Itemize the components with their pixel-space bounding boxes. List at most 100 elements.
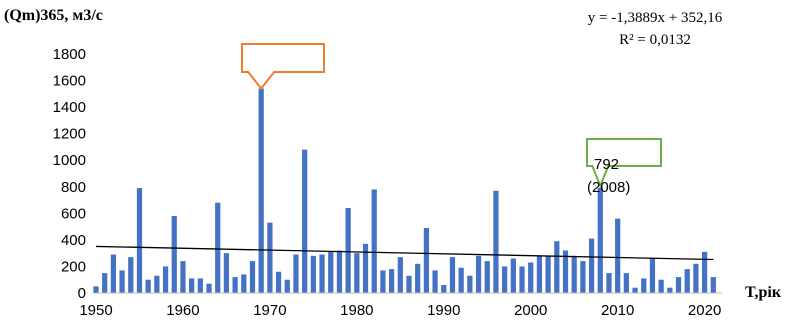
- bar: [389, 269, 395, 293]
- y-tick-label: 1800: [53, 46, 86, 63]
- trendline: [95, 245, 714, 261]
- bar: [493, 190, 499, 293]
- bar: [284, 279, 290, 293]
- trendline-layer: [95, 245, 714, 261]
- bar: [197, 278, 203, 293]
- x-tick-label: 1960: [166, 302, 199, 319]
- callout-box-2008: [586, 138, 662, 189]
- x-tick-label: 1970: [253, 302, 286, 319]
- bar: [232, 277, 238, 293]
- bar: [632, 287, 638, 293]
- bar: [449, 257, 456, 293]
- bars: [93, 88, 716, 294]
- bar: [675, 277, 682, 293]
- callout-value-2008: 792: [594, 156, 619, 173]
- callout-year-2008: (2008): [587, 179, 630, 196]
- bar: [171, 215, 177, 293]
- bar: [380, 270, 386, 293]
- bar: [336, 250, 343, 293]
- bar: [145, 279, 151, 293]
- bar: [536, 255, 543, 293]
- bar: [415, 263, 421, 293]
- bar: [102, 273, 108, 293]
- bar: [484, 261, 490, 293]
- bar: [588, 238, 595, 293]
- bar: [545, 255, 551, 293]
- bar: [580, 261, 586, 293]
- bar: [623, 273, 629, 293]
- bar: [684, 269, 690, 293]
- bar: [223, 253, 230, 293]
- bar: [554, 241, 560, 293]
- y-tick-label: 200: [61, 258, 86, 275]
- x-tick-label: 1980: [340, 302, 373, 319]
- y-tick-label: 0: [78, 285, 86, 302]
- bar: [519, 266, 525, 293]
- bar: [206, 283, 212, 293]
- callout-box-1969: [241, 43, 325, 91]
- x-tick-label: 2000: [514, 302, 547, 319]
- bar: [597, 187, 603, 293]
- bar: [432, 270, 438, 293]
- bar: [606, 273, 612, 293]
- x-axis-label: T,рік: [745, 284, 782, 301]
- bar: [423, 227, 429, 293]
- bar: [397, 257, 403, 293]
- bar: [110, 254, 116, 293]
- x-tick-label: 2010: [601, 302, 634, 319]
- y-tick-label: 1000: [53, 152, 86, 169]
- y-tick-label: 400: [61, 232, 86, 249]
- bar: [128, 257, 134, 293]
- bar: [641, 278, 647, 293]
- x-tick-label: 1990: [427, 302, 460, 319]
- bar: [371, 189, 377, 293]
- bar: [93, 286, 99, 293]
- y-tick-label: 1400: [53, 99, 86, 116]
- bar: [354, 253, 360, 293]
- bar: [467, 275, 473, 293]
- bar: [528, 262, 534, 293]
- bar: [319, 254, 325, 293]
- bar: [215, 202, 221, 293]
- bar: [458, 267, 464, 293]
- y-tick-label: 800: [61, 179, 86, 196]
- bar: [119, 270, 125, 293]
- bar: [310, 255, 316, 293]
- bar: [667, 287, 673, 293]
- trendline-r-squared: R² = 0,0132: [619, 32, 691, 48]
- bar: [328, 251, 334, 293]
- bar: [502, 266, 508, 293]
- bar: [136, 188, 143, 293]
- bar: [302, 149, 308, 293]
- bar: [258, 88, 264, 294]
- x-tick-label: 2020: [688, 302, 721, 319]
- bar: [693, 263, 699, 293]
- bar: [702, 251, 708, 293]
- bar: [189, 278, 195, 293]
- bar: [293, 254, 299, 293]
- bar: [510, 258, 516, 293]
- bar: [154, 275, 160, 293]
- y-tick-label: 600: [61, 205, 86, 222]
- bar: [562, 250, 569, 293]
- bar: [249, 261, 256, 293]
- bar: [345, 208, 351, 293]
- bar: [406, 275, 412, 293]
- x-tick-labels: 1950 1960 1970 1980 1990 2000 2010 2020: [79, 302, 721, 319]
- bar: [710, 277, 716, 293]
- y-axis-label: (Qm)365, м3/с: [4, 7, 103, 24]
- y-tick-label: 1200: [53, 126, 86, 143]
- bar: [362, 243, 369, 293]
- bar: [649, 258, 656, 293]
- bar: [241, 274, 247, 293]
- bar: [475, 255, 482, 293]
- bar: [571, 255, 577, 293]
- x-tick-label: 1950: [79, 302, 112, 319]
- y-tick-label: 1600: [53, 73, 86, 90]
- bar: [180, 261, 186, 293]
- trendline-equation: y = -1,3889x + 352,16: [588, 10, 723, 26]
- bar: [267, 222, 273, 293]
- y-tick-labels: 0 200 400 600 800 1000 1200 1400 1600 1800: [53, 46, 86, 302]
- bar: [441, 285, 447, 293]
